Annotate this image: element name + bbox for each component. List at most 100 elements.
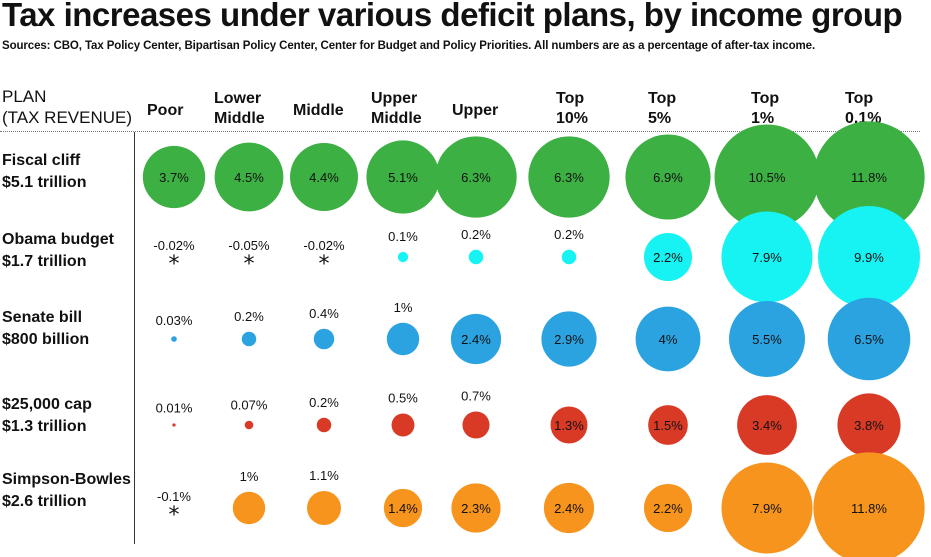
column-header-middle: Middle [293,101,344,121]
column-header-line2: Middle [214,110,265,127]
data-label-simpson-bowles-7: 7.9% [752,501,782,516]
data-label-25-000-cap-6: 1.5% [653,418,683,433]
negative-marker-obama-budget-1: * [244,252,255,277]
negative-marker-obama-budget-0: * [169,252,180,277]
bubble-25-000-cap-1 [244,420,254,430]
data-label-simpson-bowles-6: 2.2% [653,501,683,516]
data-label-simpson-bowles-4: 2.3% [461,501,491,516]
bubble-obama-budget-8 [818,206,920,308]
bubble-obama-budget-5 [561,249,577,265]
data-label-obama-budget-0: -0.02% [153,238,195,253]
data-label-fiscal-cliff-5: 6.3% [554,170,584,185]
data-label-senate-bill-4: 2.4% [461,332,491,347]
column-header-poor: Poor [147,101,183,121]
bubble-fiscal-cliff-0 [142,145,206,209]
row-label-senate-bill: Senate bill $800 billion [2,307,89,351]
data-label-fiscal-cliff-2: 4.4% [309,170,339,185]
data-label-25-000-cap-8: 3.8% [854,418,884,433]
row-revenue: $1.7 trillion [2,253,87,270]
column-header-line1: Top [648,90,677,107]
row-revenue: $2.6 trillion [2,493,87,510]
plan-header-line2: (TAX REVENUE) [2,108,133,127]
bubble-senate-bill-4 [450,313,502,365]
column-header-upper: Upper [452,101,498,121]
bubble-senate-bill-0 [171,336,177,342]
data-label-25-000-cap-5: 1.3% [554,418,584,433]
bubble-fiscal-cliff-1 [214,142,284,212]
bubble-obama-budget-6 [643,232,693,282]
column-header-line2: Middle [371,110,422,127]
data-label-obama-budget-4: 0.2% [461,227,491,242]
data-label-obama-budget-6: 2.2% [653,250,683,265]
bubble-senate-bill-1 [241,331,257,347]
data-label-simpson-bowles-1: 1% [240,469,259,484]
bubble-25-000-cap-4 [462,411,490,439]
bubble-obama-budget-7 [721,211,813,303]
data-label-senate-bill-6: 4% [659,332,678,347]
bubble-fiscal-cliff-2 [290,143,358,211]
bubble-fiscal-cliff-4 [435,136,517,218]
bubble-simpson-bowles-6 [643,483,693,533]
bubble-fiscal-cliff-7 [714,124,820,230]
data-label-simpson-bowles-2: 1.1% [309,468,339,483]
label-column-divider [134,132,135,544]
data-label-simpson-bowles-5: 2.4% [554,501,584,516]
data-label-25-000-cap-0: 0.01% [156,400,193,415]
column-header-line2: 10% [556,110,589,127]
data-label-25-000-cap-7: 3.4% [752,418,782,433]
column-header-top-10: Top 10% [556,89,588,129]
bubble-simpson-bowles-5 [543,482,595,534]
data-label-fiscal-cliff-7: 10.5% [749,170,786,185]
bubble-25-000-cap-0 [172,423,176,427]
row-label-obama-budget: Obama budget $1.7 trillion [2,229,114,273]
bubble-fiscal-cliff-5 [528,136,610,218]
data-label-25-000-cap-1: 0.07% [231,398,268,413]
bubble-simpson-bowles-3 [383,488,423,528]
row-plan-name: Fiscal cliff [2,152,81,169]
bubble-senate-bill-6 [635,306,701,372]
bubble-fiscal-cliff-6 [625,134,711,220]
column-header-line1: Upper [371,90,418,107]
bubble-fiscal-cliff-8 [813,121,925,233]
bubble-senate-bill-5 [541,311,597,367]
bubble-25-000-cap-8 [837,393,901,457]
data-label-simpson-bowles-0: -0.1% [157,489,191,504]
chart-title: Tax increases under various deficit plan… [2,0,903,33]
data-label-obama-budget-8: 9.9% [854,250,884,265]
row-plan-name: Simpson-Bowles [2,471,131,488]
data-label-25-000-cap-3: 0.5% [388,391,418,406]
column-header-top-1: Top 1% [751,89,779,129]
plan-header-line1: PLAN [2,87,47,106]
column-header-upper-middle: Upper Middle [371,89,422,129]
data-label-senate-bill-8: 6.5% [854,332,884,347]
column-header-line1: Upper [452,102,499,119]
column-header-line1: Top [845,90,874,107]
column-header-line1: Top [751,90,780,107]
column-header-line1: Lower [214,90,262,107]
data-label-obama-budget-2: -0.02% [303,238,345,253]
bubble-fiscal-cliff-3 [366,140,440,214]
row-plan-name: $25,000 cap [2,396,92,413]
column-header-line1: Middle [293,102,344,119]
bubble-simpson-bowles-4 [451,483,501,533]
data-label-senate-bill-2: 0.4% [309,306,339,321]
row-plan-name: Senate bill [2,309,83,326]
row-revenue: $800 billion [2,331,90,348]
negative-marker-simpson-bowles-0: * [169,503,180,528]
data-label-simpson-bowles-8: 11.8% [851,501,887,516]
bubble-simpson-bowles-2 [307,491,341,525]
bubble-25-000-cap-7 [737,395,797,455]
bubble-senate-bill-3 [386,322,420,356]
row-revenue: $1.3 trillion [2,418,87,435]
data-label-senate-bill-7: 5.5% [752,332,782,347]
header-divider [0,131,920,132]
data-label-senate-bill-0: 0.03% [156,313,193,328]
data-label-obama-budget-5: 0.2% [554,227,584,242]
bubble-simpson-bowles-8 [813,452,925,557]
column-header-line1: Top [556,90,585,107]
column-header-line2: 1% [751,110,775,127]
bubble-simpson-bowles-1 [232,491,266,525]
bubble-senate-bill-8 [827,297,911,381]
data-label-fiscal-cliff-3: 5.1% [388,170,418,185]
